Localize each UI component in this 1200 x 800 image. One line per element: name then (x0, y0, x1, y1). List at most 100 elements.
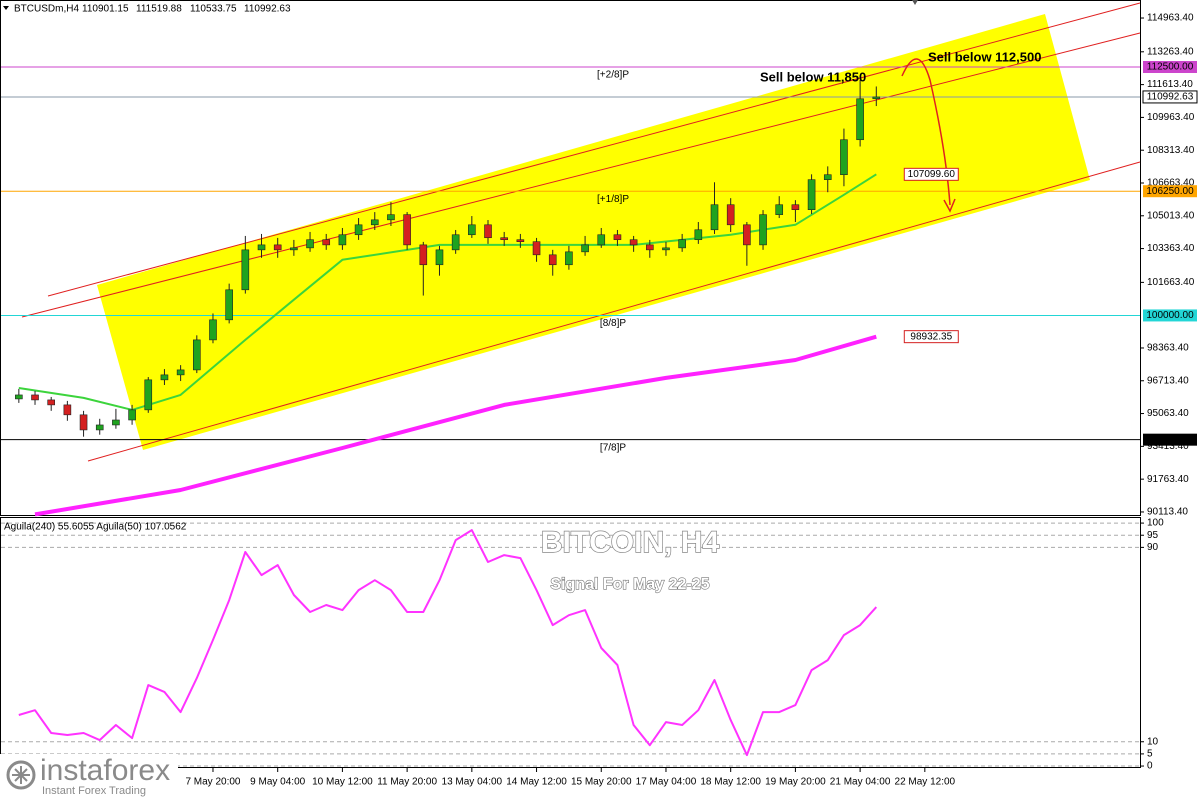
channel-line (87, 161, 1141, 462)
level-box (1143, 433, 1197, 446)
candle-body (370, 219, 379, 226)
y-tick-label: 108313.40 (1147, 145, 1195, 156)
candle-body (322, 239, 331, 246)
candle-body (209, 319, 217, 341)
candle-body (112, 419, 120, 426)
scroll-marker (912, 0, 918, 5)
candles-layer (15, 79, 881, 437)
level-tag: [+1/8]P (597, 194, 629, 205)
x-tick-label: 13 May 04:00 (442, 777, 503, 788)
candle-body (63, 404, 72, 416)
candle-body (273, 244, 282, 251)
y-tick-label: 98363.40 (1147, 343, 1189, 354)
watermark-title: BITCOIN, H4 (541, 526, 720, 559)
candle-body (290, 247, 298, 251)
candle-body (144, 379, 153, 411)
candle-body (468, 224, 476, 236)
current-price-box (1142, 90, 1198, 104)
x-tick-label: 11 May 20:00 (377, 777, 437, 788)
candle-body (241, 249, 250, 291)
ohlc-value: 110992.63 (244, 4, 291, 15)
candle-body (47, 399, 55, 406)
y-tick-label: 90113.40 (1147, 507, 1188, 518)
x-tick-label: 18 May 12:00 (700, 777, 761, 788)
y-tick-label: 95 (1147, 530, 1159, 541)
y-tick-label: 0 (1147, 761, 1153, 772)
candle-body (565, 251, 573, 266)
candle-body (193, 339, 201, 371)
candle-body (775, 204, 784, 215)
candle-body (613, 234, 622, 241)
y-tick-label: 91763.40 (1147, 474, 1189, 485)
y-tick-label: 101663.40 (1147, 277, 1195, 288)
y-tick-label: 105013.40 (1147, 210, 1195, 221)
ohlc-value: 110901.15 (82, 4, 129, 15)
ohlc-value: 111519.88 (136, 4, 182, 15)
candle-body (484, 224, 492, 239)
candle-body (597, 234, 606, 246)
x-tick-label: 9 May 04:00 (250, 777, 305, 788)
candle-body (31, 394, 39, 401)
candle-body (743, 224, 751, 246)
x-tick-label: 15 May 20:00 (571, 777, 632, 788)
candle-body (160, 374, 169, 381)
ma-label: 98932.35 (910, 331, 952, 342)
y-tick-label: 103363.40 (1147, 243, 1195, 254)
price-panel-frame (0, 0, 1141, 516)
y-tick-label: 95063.40 (1147, 408, 1189, 419)
y-tick-label: 5 (1147, 749, 1153, 760)
candle-body (128, 409, 136, 421)
x-tick-label: 17 May 04:00 (636, 777, 697, 788)
logo-tagline: Instant Forex Trading (42, 785, 146, 797)
labels-layer: 7 May 20:00 9 May 04:00 10 May 12:00 11 May… (3, 4, 1198, 788)
candle-body (694, 229, 703, 241)
candle-body (629, 239, 638, 246)
y-tick-label: 93413.40 (1147, 441, 1189, 452)
candle-body (403, 214, 411, 246)
y-tick-label: 106663.40 (1147, 178, 1195, 189)
candle-body (306, 239, 314, 249)
level-label: 112500.00 (1147, 62, 1194, 73)
annotation: Sell below 11,850 (760, 69, 866, 84)
logo-icon (12, 766, 30, 784)
level-tag: [7/8]P (600, 442, 626, 453)
candle-body (710, 204, 719, 231)
channel-line (21, 32, 1141, 318)
candle-body (176, 369, 185, 376)
candle-body (872, 96, 881, 100)
channel-fill (97, 14, 1090, 450)
header-icon (3, 6, 9, 10)
oscillator-panel-frame (0, 517, 1141, 768)
candle-body (387, 214, 395, 221)
y-tick-label: 96713.40 (1147, 375, 1189, 386)
moving-average (34, 334, 877, 517)
candle-body (354, 224, 363, 236)
candle-body (548, 254, 557, 266)
candle-body (807, 179, 816, 210)
candle-body (662, 247, 670, 251)
level-box (1143, 185, 1197, 198)
level-tag: [+2/8]P (597, 70, 629, 81)
candle-body (257, 244, 266, 251)
y-tick-label: 109963.40 (1147, 112, 1195, 123)
series-layer (18, 173, 878, 757)
level-box (1143, 60, 1197, 73)
y-tick-label: 113263.40 (1147, 46, 1194, 57)
candle-body (79, 414, 88, 431)
level-tag: [8/8]P (600, 318, 626, 329)
oscillator-line (18, 529, 878, 757)
ma-label-box (903, 330, 959, 344)
candle-body (500, 237, 508, 241)
candle-body (645, 244, 654, 251)
level-label: 100000.00 (1146, 310, 1194, 321)
candle-body (95, 424, 104, 431)
ma-label-box (903, 167, 959, 181)
levels-layer (1, 66, 1140, 767)
y-tick-label: 100 (1147, 518, 1164, 529)
candle-body (856, 98, 864, 141)
candle-body (840, 139, 848, 176)
candle-body (419, 244, 428, 266)
x-tick-label: 21 May 04:00 (830, 777, 891, 788)
x-tick-label: 22 May 12:00 (895, 777, 956, 788)
chart-title: BTCUSDm,H4 (14, 4, 79, 15)
